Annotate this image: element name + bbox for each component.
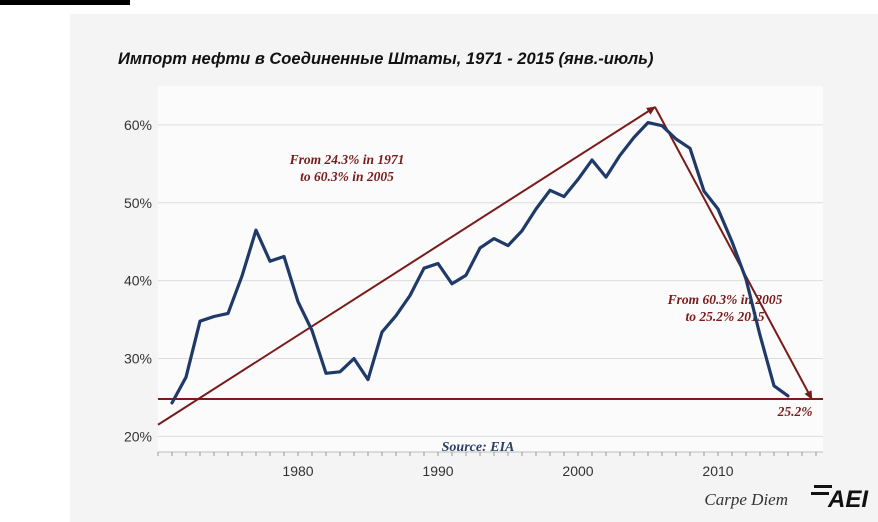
series-line xyxy=(170,121,790,405)
data-point xyxy=(758,334,761,337)
data-point xyxy=(702,190,705,193)
x-tick-label: 2000 xyxy=(562,463,593,479)
data-point xyxy=(520,229,523,232)
data-point xyxy=(646,121,649,124)
plot-area xyxy=(158,86,823,452)
data-point xyxy=(478,246,481,249)
data-point xyxy=(604,176,607,179)
data-point xyxy=(716,207,719,210)
corner-bar xyxy=(0,0,130,5)
data-point xyxy=(632,136,635,139)
brand-label: Carpe Diem xyxy=(704,490,788,509)
data-point xyxy=(282,255,285,258)
data-point xyxy=(184,376,187,379)
x-axis-ticks: 1980 1990 2000 2010 xyxy=(157,451,823,479)
data-point xyxy=(436,262,439,265)
aei-logo-bar xyxy=(811,492,829,495)
annotation-arrow-fall xyxy=(654,106,813,400)
data-point xyxy=(730,240,733,243)
annotation-text-baseline: 25.2% xyxy=(777,404,813,419)
data-point xyxy=(366,378,369,381)
data-point xyxy=(422,267,425,270)
y-tick-label: 60% xyxy=(124,117,152,133)
data-point xyxy=(170,401,173,404)
annotation-arrow-rise xyxy=(157,106,656,426)
data-point xyxy=(198,320,201,323)
oil-import-chart: Импорт нефти в Соединенные Штаты, 1971 -… xyxy=(118,50,869,513)
data-point xyxy=(688,147,691,150)
data-point xyxy=(562,195,565,198)
data-point xyxy=(352,357,355,360)
data-point xyxy=(338,370,341,373)
data-point xyxy=(226,312,229,315)
y-tick-label: 30% xyxy=(124,351,152,367)
data-point xyxy=(786,394,789,397)
y-tick-label: 40% xyxy=(124,273,152,289)
data-point xyxy=(576,178,579,181)
y-axis-ticks: 20% 30% 40% 50% 60% xyxy=(124,117,152,444)
x-tick-label: 1980 xyxy=(282,463,313,479)
aei-logo-text: AEI xyxy=(827,486,869,513)
y-tick-label: 50% xyxy=(124,195,152,211)
data-point xyxy=(394,314,397,317)
data-point xyxy=(744,278,747,281)
aei-logo: AEI xyxy=(811,485,869,513)
data-point xyxy=(590,158,593,161)
data-point xyxy=(772,384,775,387)
data-point xyxy=(240,274,243,277)
chart-title: Импорт нефти в Соединенные Штаты, 1971 -… xyxy=(118,50,654,68)
data-point xyxy=(324,372,327,375)
data-point xyxy=(618,154,621,157)
data-point xyxy=(674,137,677,140)
data-point xyxy=(450,282,453,285)
data-point xyxy=(408,294,411,297)
data-point xyxy=(464,274,467,277)
data-point xyxy=(268,260,271,263)
data-point xyxy=(506,244,509,247)
data-point xyxy=(296,300,299,303)
data-point xyxy=(310,329,313,332)
data-point xyxy=(380,330,383,333)
data-series xyxy=(170,121,790,405)
chart-card: Импорт нефти в Соединенные Штаты, 1971 -… xyxy=(70,14,878,522)
y-tick-label: 20% xyxy=(124,428,152,444)
annotation-text-rise: From 24.3% in 1971 to 60.3% in 2005 xyxy=(289,152,405,184)
data-point xyxy=(492,237,495,240)
data-point xyxy=(254,228,257,231)
data-point xyxy=(534,207,537,210)
aei-logo-bar xyxy=(814,485,832,488)
data-point xyxy=(548,189,551,192)
data-point xyxy=(660,124,663,127)
x-tick-label: 2010 xyxy=(702,463,733,479)
x-tick-label: 1990 xyxy=(422,463,453,479)
source-label: Source: EIA xyxy=(442,440,515,455)
data-point xyxy=(212,315,215,318)
